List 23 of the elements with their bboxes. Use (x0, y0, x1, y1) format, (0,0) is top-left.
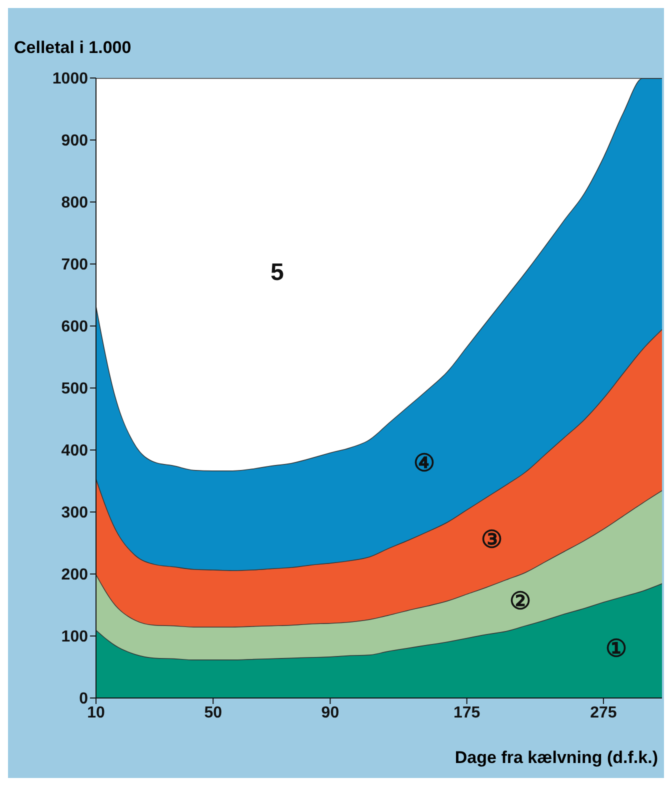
x-tick-label: 175 (453, 704, 480, 722)
x-tick-label: 275 (590, 704, 617, 722)
y-tick-label: 600 (61, 318, 88, 336)
x-tick-label: 50 (204, 704, 222, 722)
series-label: ④ (413, 450, 436, 478)
y-tick-label: 900 (61, 132, 88, 150)
x-axis-title: Dage fra kælvning (d.f.k.) (454, 748, 658, 768)
x-tick-label: 90 (321, 704, 340, 722)
y-tick-label: 100 (61, 628, 88, 646)
series-label: ③ (481, 526, 504, 554)
y-tick-label: 700 (61, 256, 88, 274)
series-label: ① (606, 636, 628, 663)
y-tick-label: 300 (61, 504, 88, 522)
y-tick-label: 200 (61, 566, 88, 584)
y-tick-label: 800 (61, 194, 88, 212)
x-tick-label: 10 (87, 704, 105, 722)
series-label: 5 (270, 258, 284, 286)
y-axis-title: Celletal i 1.000 (14, 38, 132, 58)
y-tick-label: 500 (61, 380, 88, 398)
y-tick-label: 1000 (52, 70, 88, 88)
y-tick-label: 400 (61, 442, 88, 460)
y-tick-label: 0 (79, 690, 88, 708)
series-label: ② (510, 588, 532, 615)
